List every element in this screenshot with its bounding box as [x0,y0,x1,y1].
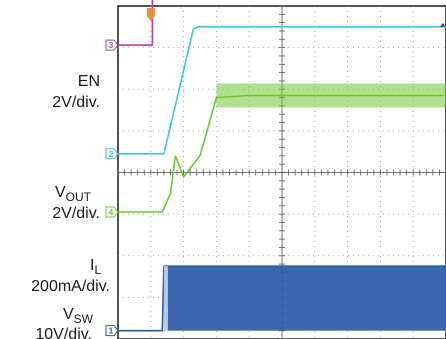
il-scale-label: 200mA/div. [31,278,110,295]
channel-marker-shape [105,325,119,337]
channel-marker-shape [105,39,119,51]
il-label-sub: L [94,263,101,277]
en-scale-label: 2V/div. [52,94,100,111]
channel-markers: 3 2 4 1 [105,8,445,337]
vout-label: VOUT [55,184,92,204]
channel-marker-number: 2 [109,150,114,159]
channel-marker-2: 2 [105,148,119,160]
level-marker [440,22,445,27]
vsw-label: VSW [63,306,94,326]
il-label-main: I [90,257,94,274]
vout-label-main: V [55,184,66,201]
vout-label-sub: OUT [66,190,92,204]
switching-band [163,266,446,331]
channel-marker-shape [105,206,119,218]
trace-ch2 [118,25,446,155]
il-label: IL [90,257,101,277]
vsw-scale-label: 10V/div. [35,326,92,339]
vout-scale-label: 2V/div. [52,205,100,222]
channel-marker-3: 3 [105,39,119,51]
traces [118,0,446,332]
switching-edge [163,266,168,331]
vsw-label-main: V [63,306,74,323]
vout-ripple-band [216,83,446,108]
en-label: EN [78,73,100,90]
grid [117,5,446,339]
vsw-label-sub: SW [74,312,94,326]
channel-marker-number: 3 [109,41,114,50]
channel-marker-shape [105,148,119,160]
channel-marker-number: 1 [109,327,114,336]
channel-marker-number: 4 [109,208,114,217]
channel-marker-4: 4 [105,206,119,218]
trigger-marker [146,8,155,21]
channel-marker-1: 1 [105,325,119,337]
